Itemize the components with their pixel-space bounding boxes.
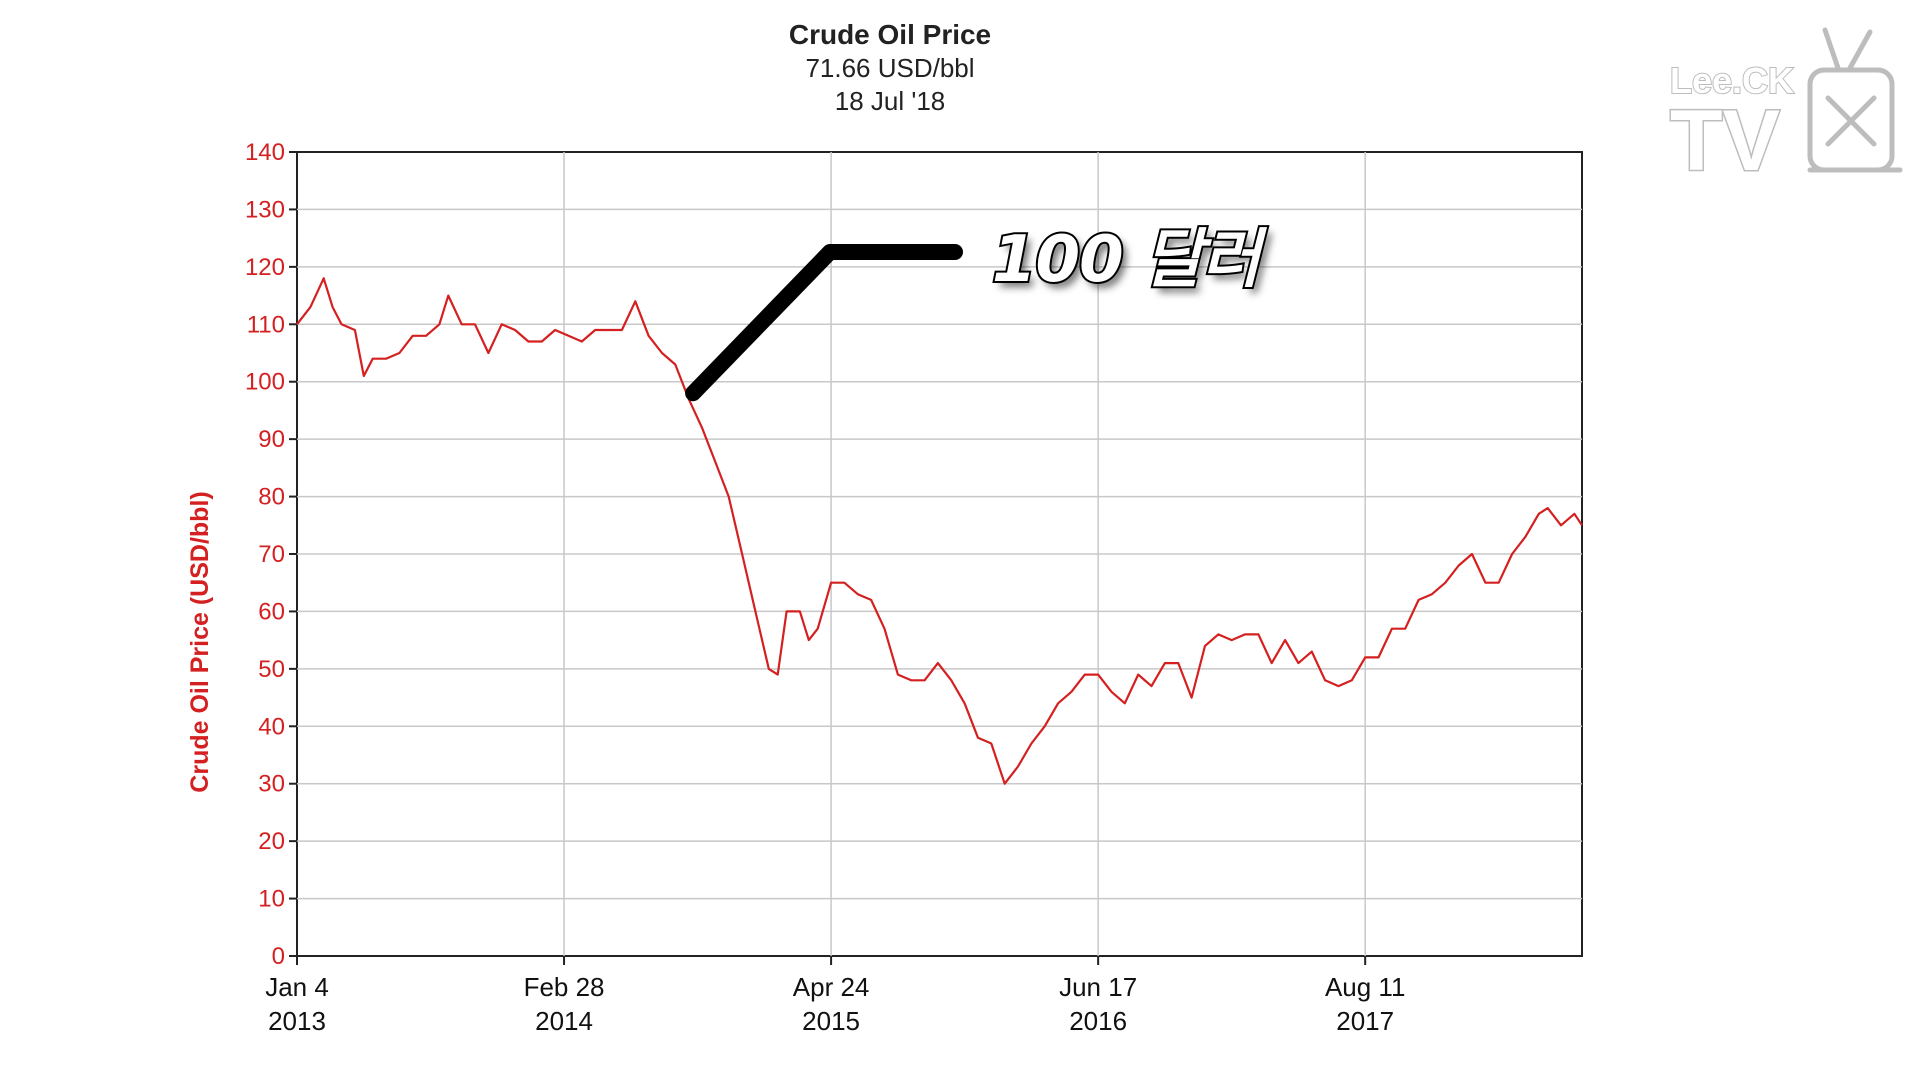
- chart-title: Crude Oil Price: [788, 19, 992, 50]
- y-tick-label: 60: [258, 598, 285, 625]
- y-tick-label: 70: [258, 541, 285, 568]
- x-tick-label-year: 2016: [1069, 1006, 1127, 1036]
- annotation-label: 100 달러: [990, 221, 1263, 299]
- x-tick-label-date: Apr 24: [793, 972, 870, 1002]
- y-tick-label: 120: [245, 254, 285, 281]
- chart-current-price: 71.66 USD/bbl: [805, 53, 975, 83]
- x-tick-label-year: 2014: [535, 1006, 593, 1036]
- chart-title-block: Crude Oil Price 71.66 USD/bbl 18 Jul '18: [620, 18, 1160, 118]
- y-tick-label: 100: [245, 369, 285, 396]
- y-tick-label: 90: [258, 426, 285, 453]
- x-tick-label-year: 2017: [1336, 1006, 1394, 1036]
- annotation-leader-line: [685, 244, 963, 402]
- y-tick-label: 10: [258, 886, 285, 913]
- chart-current-date: 18 Jul '18: [834, 86, 946, 116]
- x-tick-label-date: Aug 11: [1325, 972, 1405, 1002]
- y-tick-label: 0: [272, 943, 285, 970]
- y-tick-label: 140: [245, 139, 285, 166]
- grid-layer: [296, 151, 1583, 957]
- x-tick-label-date: Jan 4: [265, 972, 329, 1002]
- logo-text-tv: TV: [1669, 93, 1782, 189]
- tv-icon: [1807, 27, 1903, 173]
- y-tick-label: 20: [258, 828, 285, 855]
- y-tick-label: 40: [258, 713, 285, 740]
- channel-logo: Lee.CK TV: [1660, 20, 1905, 195]
- y-tick-label: 50: [258, 656, 285, 683]
- axis-layer: 0 10 20 30 40 50 60 70 80 90 100 110 120 130 140 Jan 4 2…: [245, 139, 1405, 1036]
- x-tick-label-year: 2013: [268, 1006, 326, 1036]
- y-axis-label: Crude Oil Price (USD/bbl): [186, 491, 214, 792]
- x-tick-label-date: Feb 28: [524, 972, 605, 1002]
- y-tick-label: 80: [258, 484, 285, 511]
- y-tick-label: 30: [258, 771, 285, 798]
- y-tick-label: 110: [247, 311, 285, 338]
- x-tick-label-date: Jun 17: [1059, 972, 1137, 1002]
- x-tick-label-year: 2015: [802, 1006, 860, 1036]
- y-tick-label: 130: [245, 196, 285, 223]
- logo-text-top: Lee.CK: [1669, 59, 1795, 102]
- annotation-layer: [685, 244, 963, 402]
